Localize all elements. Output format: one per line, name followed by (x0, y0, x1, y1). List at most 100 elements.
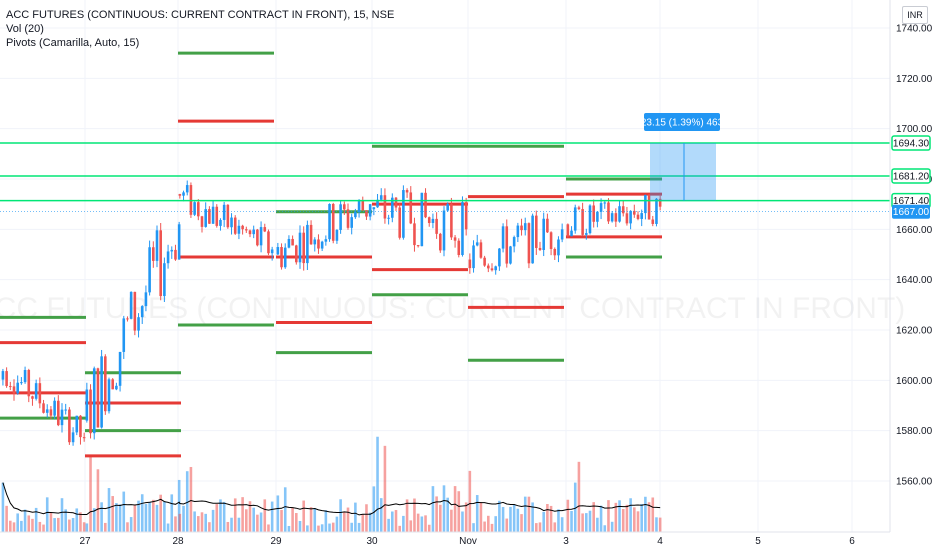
candle-body[interactable] (523, 223, 527, 231)
candle-body[interactable] (233, 217, 237, 234)
candle-body[interactable] (270, 249, 274, 254)
candle-body[interactable] (431, 218, 435, 224)
candle-body[interactable] (38, 383, 42, 404)
candle-body[interactable] (343, 204, 346, 210)
candle-body[interactable] (163, 263, 166, 297)
candle-body[interactable] (100, 356, 103, 428)
candle-body[interactable] (320, 241, 324, 249)
candle-body[interactable] (295, 245, 298, 263)
measure-box[interactable] (650, 143, 716, 201)
time-axis[interactable]: 27 28 29 30 Nov 3 4 5 6 (0, 531, 890, 547)
candle-body[interactable] (89, 389, 92, 434)
candle-body[interactable] (313, 239, 317, 245)
candle-body[interactable] (509, 246, 512, 264)
candle-body[interactable] (331, 203, 335, 241)
candle-body[interactable] (416, 245, 420, 247)
candle-body[interactable] (328, 203, 331, 240)
candle-body[interactable] (96, 368, 100, 428)
candle-body[interactable] (248, 230, 252, 235)
candle-body[interactable] (27, 369, 31, 397)
candle-body[interactable] (92, 368, 96, 434)
candle-body[interactable] (516, 225, 520, 238)
candle-body[interactable] (64, 409, 67, 411)
candle-body[interactable] (457, 240, 461, 255)
candle-body[interactable] (633, 210, 636, 215)
candle-body[interactable] (346, 209, 350, 228)
candle-body[interactable] (208, 209, 211, 224)
candle-body[interactable] (85, 389, 89, 421)
candle-body[interactable] (610, 213, 614, 222)
price-range-measure[interactable]: 23.15 (1.39%) 463 (641, 113, 724, 201)
candle-body[interactable] (658, 198, 662, 207)
candle-body[interactable] (520, 225, 523, 231)
candle-body[interactable] (53, 400, 56, 416)
candle-body[interactable] (252, 229, 255, 235)
candle-body[interactable] (387, 217, 390, 219)
candle-body[interactable] (435, 218, 438, 234)
candle-body[interactable] (104, 356, 107, 412)
symbol-title[interactable]: ACC FUTURES (CONTINUOUS: CURRENT CONTRAC… (6, 9, 395, 21)
candlesticks[interactable] (1, 180, 662, 446)
candle-body[interactable] (298, 232, 302, 263)
candle-body[interactable] (23, 369, 27, 383)
candle-body[interactable] (475, 242, 479, 246)
candle-body[interactable] (361, 200, 365, 211)
candle-body[interactable] (174, 249, 177, 260)
candle-body[interactable] (409, 192, 413, 224)
candle-body[interactable] (621, 206, 625, 214)
candle-body[interactable] (126, 318, 129, 320)
candle-body[interactable] (9, 386, 12, 388)
candle-body[interactable] (45, 409, 49, 413)
candle-body[interactable] (166, 251, 170, 264)
candle-body[interactable] (42, 403, 45, 413)
candle-body[interactable] (372, 207, 376, 210)
horizontal-lines[interactable] (0, 142, 890, 202)
candle-body[interactable] (383, 195, 387, 219)
candle-body[interactable] (553, 248, 557, 256)
candle-body[interactable] (585, 233, 588, 235)
candle-body[interactable] (442, 210, 446, 251)
candle-body[interactable] (557, 239, 560, 256)
candle-body[interactable] (5, 371, 8, 387)
candle-body[interactable] (222, 204, 226, 220)
candle-body[interactable] (636, 214, 640, 219)
candle-body[interactable] (291, 238, 294, 246)
candle-body[interactable] (31, 396, 34, 399)
candle-body[interactable] (640, 213, 643, 219)
candle-body[interactable] (182, 192, 185, 196)
candle-body[interactable] (111, 379, 114, 390)
candle-body[interactable] (215, 206, 219, 226)
candle-body[interactable] (1, 371, 5, 380)
candle-body[interactable] (185, 185, 189, 193)
candle-body[interactable] (82, 437, 86, 439)
candle-body[interactable] (527, 223, 531, 264)
candle-body[interactable] (177, 224, 181, 260)
candle-body[interactable] (49, 409, 53, 416)
candle-body[interactable] (140, 306, 144, 318)
candle-body[interactable] (178, 194, 182, 196)
candle-body[interactable] (241, 225, 244, 230)
candle-body[interactable] (354, 212, 357, 218)
candle-body[interactable] (464, 202, 468, 230)
candle-body[interactable] (75, 415, 79, 433)
candle-body[interactable] (531, 215, 534, 264)
candle-body[interactable] (376, 199, 379, 208)
candle-body[interactable] (309, 224, 313, 245)
candle-body[interactable] (280, 247, 283, 268)
candle-body[interactable] (79, 415, 82, 438)
candle-body[interactable] (219, 219, 222, 226)
candle-body[interactable] (368, 204, 372, 217)
candle-body[interactable] (256, 229, 259, 246)
candle-body[interactable] (115, 385, 118, 390)
candle-body[interactable] (490, 268, 494, 271)
candle-body[interactable] (420, 192, 424, 247)
candle-body[interactable] (566, 224, 570, 237)
candle-body[interactable] (276, 247, 280, 255)
candle-body[interactable] (204, 209, 207, 227)
candle-body[interactable] (461, 202, 464, 255)
candle-body[interactable] (148, 247, 151, 293)
candle-body[interactable] (357, 200, 361, 213)
candle-body[interactable] (599, 203, 603, 212)
candle-body[interactable] (57, 400, 60, 426)
